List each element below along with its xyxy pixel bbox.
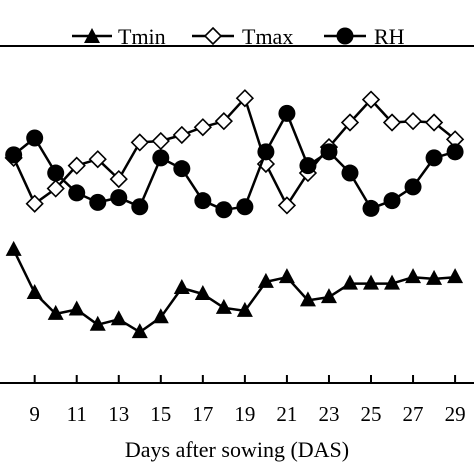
data-point-rh [257,143,275,161]
x-tick-label: 23 [318,402,339,426]
x-tick-label: 21 [276,402,297,426]
data-point-tmin [299,291,316,307]
data-point-tmin [5,240,22,256]
plot-frame [0,45,474,384]
data-point-tmax [361,90,381,109]
data-point-tmin [89,315,106,331]
data-point-tmax [46,179,65,198]
data-point-rh [89,193,107,211]
x-axis-ticks: 9 11 13 15 17 19 21 23 25 27 29 [29,375,466,426]
data-point-rh [110,189,128,207]
data-point-rh [341,164,359,182]
data-point-rh [26,129,44,147]
x-tick-label: 11 [67,402,87,426]
data-point-rh [362,199,380,217]
data-point-tmin [152,308,169,324]
data-point-rh [236,198,254,216]
legend-label-tmax: Tmax [242,24,293,49]
x-tick-label: 25 [361,402,382,426]
series-tmin [5,240,464,339]
series-line-tmin [12,249,456,334]
data-point-rh [446,143,464,161]
data-point-rh [152,149,170,167]
data-point-rh [320,143,338,161]
x-tick-label: 27 [403,402,424,426]
legend-marker-rh [336,27,354,45]
data-point-rh [5,146,23,164]
x-tick-label: 15 [150,402,171,426]
data-point-tmin [257,272,274,288]
data-point-tmax [109,169,128,189]
x-tick-label: 19 [234,402,255,426]
data-point-tmax [151,131,170,151]
data-point-tmin [173,278,190,294]
data-point-tmax [424,113,444,132]
data-point-rh [173,160,191,178]
legend-marker-tmax [203,26,223,46]
data-point-tmax [193,118,212,137]
data-point-tmin [215,298,232,314]
data-point-tmin [320,288,337,304]
data-point-rh [131,198,149,216]
data-point-rh [383,192,401,210]
legend-marker-tmin [84,28,100,43]
x-tick-label: 9 [29,402,40,426]
data-point-rh [404,178,422,196]
data-point-tmin [110,310,127,326]
data-point-rh [47,164,65,182]
x-tick-label: 29 [445,402,466,426]
data-point-rh [194,192,212,210]
data-point-tmin [341,274,358,290]
x-axis-label: Days after sowing (DAS) [125,437,349,462]
legend-item-tmax: Tmax [192,24,293,49]
data-point-tmax [67,156,86,175]
data-point-tmax [256,154,276,174]
data-point-tmax [25,194,44,213]
data-point-tmax [235,89,255,108]
data-point-tmin [194,285,211,301]
legend-label-tmin: Tmin [118,24,166,49]
data-point-tmin [363,274,380,290]
legend: Tmin Tmax RH [72,24,405,49]
data-point-tmax [403,112,423,131]
data-point-tmax [130,133,149,152]
data-point-tmin [384,274,401,290]
series-line-rh [12,112,456,212]
legend-item-tmin: Tmin [72,24,166,49]
data-point-tmin [236,301,253,317]
data-point-tmax [172,125,191,145]
data-point-tmax [88,150,107,169]
legend-label-rh: RH [374,24,405,49]
data-point-tmin [426,269,443,285]
data-point-tmax [277,196,297,215]
data-point-rh [278,104,296,122]
x-tick-label: 17 [192,402,213,426]
data-point-rh [425,149,443,167]
data-point-tmin [47,304,64,320]
x-tick-label: 13 [108,402,129,426]
data-point-tmin [405,268,422,284]
data-point-tmin [447,268,464,284]
data-point-rh [68,184,86,202]
data-point-tmin [26,284,43,300]
data-point-tmax [340,113,360,132]
data-point-rh [299,157,317,175]
data-point-tmax [382,113,402,132]
legend-item-rh: RH [324,24,405,49]
data-point-tmin [68,300,85,316]
series-rh [5,104,464,219]
series-line-tmax [12,96,456,207]
series-layer [4,89,465,339]
data-point-tmax [214,112,233,131]
data-point-tmin [131,323,148,339]
data-point-tmin [278,268,295,284]
data-point-rh [215,201,233,219]
